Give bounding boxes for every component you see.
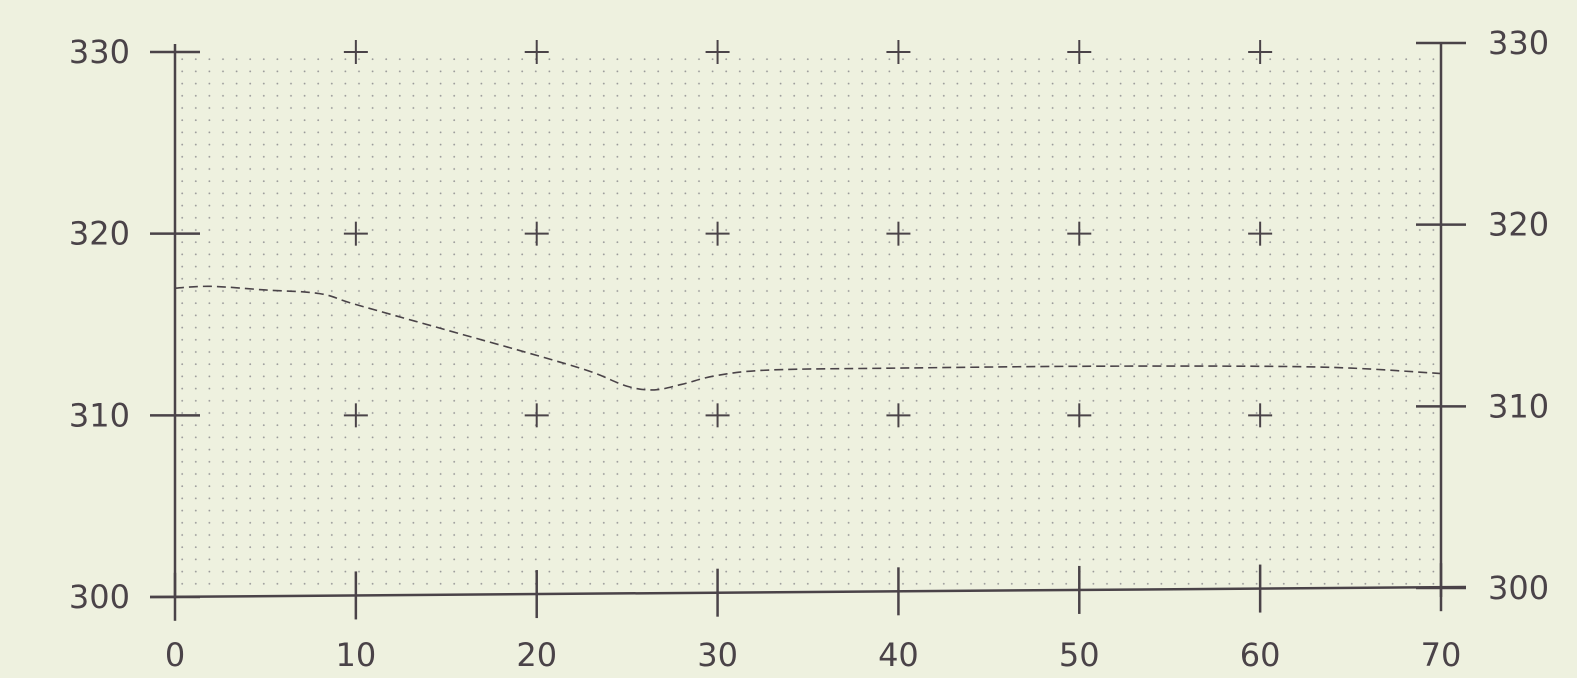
cross-marker	[705, 221, 730, 246]
cross-marker	[524, 221, 549, 246]
y-tick-label-right: 320	[1488, 206, 1549, 244]
cross-marker	[343, 403, 368, 428]
y-tick-label-left: 300	[69, 578, 130, 616]
axes	[149, 41, 1467, 621]
x-tick-label: 20	[516, 636, 557, 673]
cross-marker	[1248, 403, 1273, 428]
y-tick-label-left: 320	[69, 215, 130, 253]
x-tick-label: 60	[1240, 636, 1281, 673]
y-tick-label-right: 310	[1488, 387, 1549, 425]
y-tick-label-left: 310	[69, 396, 130, 434]
x-tick-label: 70	[1421, 636, 1462, 673]
cross-marker	[1067, 403, 1092, 428]
cross-marker	[343, 221, 368, 246]
x-axis	[149, 585, 1467, 599]
cross-marker	[886, 403, 911, 428]
cross-marker	[886, 40, 911, 64]
y-tick-label-right: 330	[1488, 24, 1549, 62]
y-tick-label-left: 330	[69, 33, 130, 71]
cross-marker	[705, 40, 730, 64]
cross-marker	[886, 221, 911, 246]
cross-marker	[1248, 221, 1273, 246]
cross-marker	[524, 403, 549, 428]
x-tick-label: 50	[1059, 636, 1100, 673]
cross-marker	[1248, 40, 1273, 64]
x-tick-label: 10	[335, 636, 376, 673]
series-line	[174, 285, 1442, 391]
cross-marker	[705, 403, 730, 428]
data-series	[174, 285, 1442, 391]
x-tick-label: 0	[165, 636, 185, 673]
x-tick-label: 30	[697, 636, 738, 673]
cross-marker	[343, 40, 368, 64]
cross-marker	[1067, 221, 1092, 246]
x-tick-label: 40	[878, 636, 919, 673]
cross-markers	[343, 40, 1273, 428]
y-tick-label-right: 300	[1488, 569, 1549, 607]
cross-marker	[1067, 40, 1092, 64]
cross-marker	[524, 40, 549, 64]
tick-labels: 0 10 20 30 40 50 60 70 300 310 320 330 300 310 320 330	[69, 24, 1549, 674]
dotted-grid	[179, 56, 1435, 587]
grid-dot-field	[179, 56, 1435, 587]
